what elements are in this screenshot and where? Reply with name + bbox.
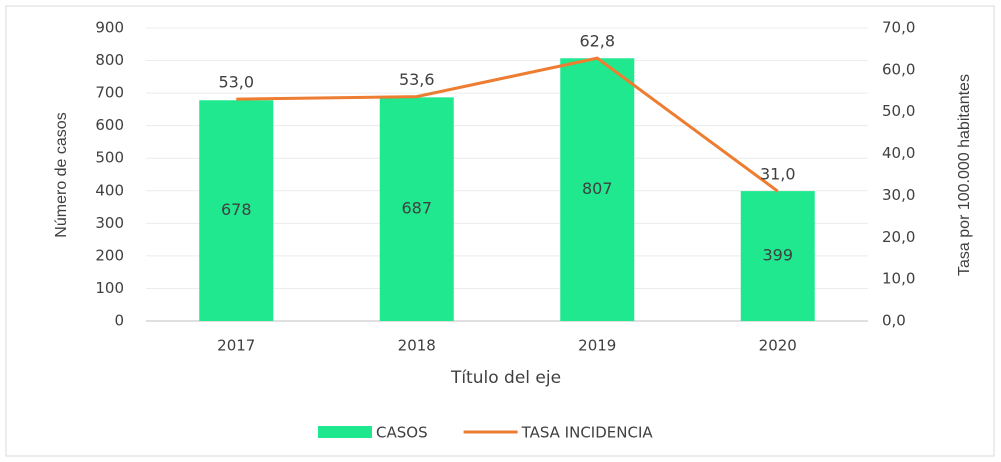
y-tick-label: 100 <box>95 279 124 297</box>
y-tick-label: 300 <box>95 214 124 232</box>
bar-value-label: 678 <box>221 200 252 219</box>
x-tick-label: 2018 <box>398 337 436 355</box>
bar <box>740 191 815 321</box>
x-tick-label: 2020 <box>759 337 797 355</box>
y2-tick-label: 60,0 <box>882 60 915 78</box>
y2-tick-label: 30,0 <box>882 186 915 204</box>
x-axis-title: Título del eje <box>450 368 561 388</box>
bar-value-label: 687 <box>401 199 432 218</box>
line-value-label: 62,8 <box>579 32 615 51</box>
legend-label: TASA INCIDENCIA <box>521 424 654 442</box>
y-tick-label: 500 <box>95 149 124 167</box>
bar-value-label: 399 <box>762 246 793 265</box>
y-tick-label: 900 <box>95 19 124 37</box>
legend-swatch <box>318 426 372 438</box>
y-tick-label: 700 <box>95 84 124 102</box>
bar <box>560 58 635 321</box>
y-tick-label: 200 <box>95 246 124 264</box>
y-tick-label: 600 <box>95 116 124 134</box>
y2-tick-label: 50,0 <box>882 102 915 120</box>
line-value-label: 53,6 <box>399 70 435 89</box>
bar <box>379 97 454 322</box>
bar <box>199 100 274 321</box>
x-tick-label: 2019 <box>578 337 616 355</box>
bar-value-label: 807 <box>582 179 613 198</box>
line-value-label: 31,0 <box>760 165 796 184</box>
y-tick-label: 400 <box>95 181 124 199</box>
y-axis-title: Número de casos <box>53 112 70 237</box>
y2-tick-label: 10,0 <box>882 270 915 288</box>
chart-border <box>5 5 995 457</box>
line <box>236 56 779 193</box>
y-tick-label: 800 <box>95 51 124 69</box>
y-tick-label: 0 <box>114 312 124 330</box>
y2-tick-label: 40,0 <box>882 144 915 162</box>
legend-label: CASOS <box>376 424 428 442</box>
x-tick-label: 2017 <box>217 337 255 355</box>
y2-tick-label: 0,0 <box>882 312 906 330</box>
y2-axis-title: Tasa por 100.000 habitantes <box>956 74 973 276</box>
y2-tick-label: 20,0 <box>882 228 915 246</box>
y2-tick-label: 70,0 <box>882 19 915 37</box>
line-value-label: 53,0 <box>218 73 254 92</box>
